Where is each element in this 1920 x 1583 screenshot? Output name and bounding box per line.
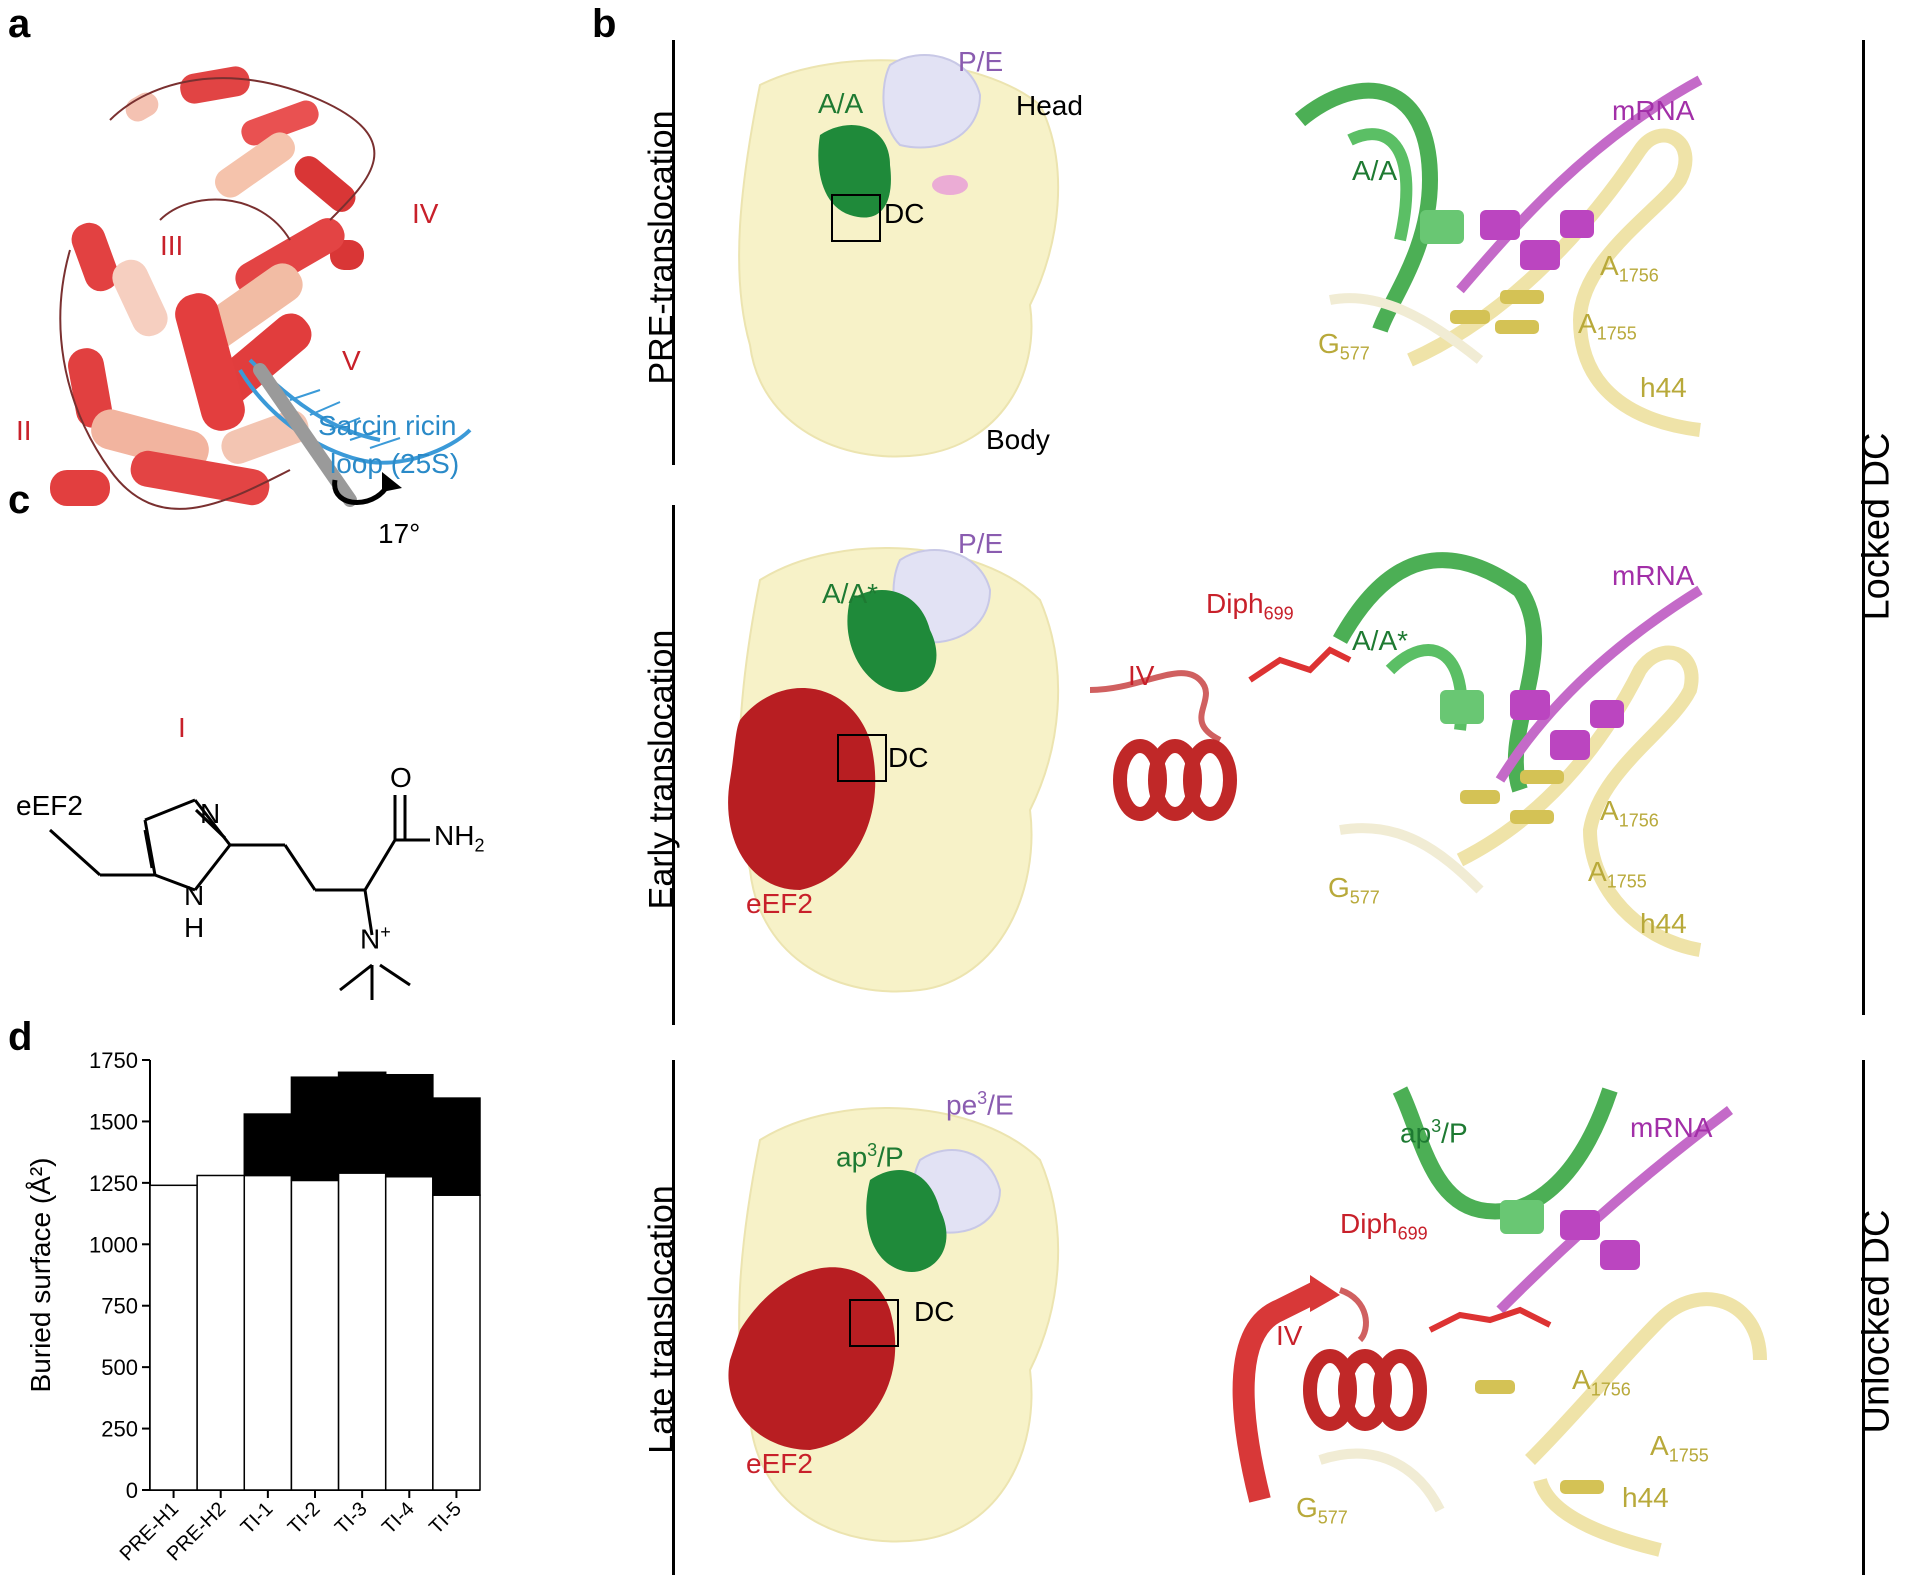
amide-nh2-label: NH2 (434, 820, 485, 856)
unlocked-dc-label: Unlocked DC (1855, 1209, 1898, 1434)
bar-segment-top (384, 1073, 434, 1178)
imidazole-nh-label: N (184, 880, 205, 911)
y-tick-label: 750 (101, 1294, 138, 1319)
imidazole-h-label: H (184, 912, 205, 943)
late-g577-label: G577 (1296, 1492, 1348, 1528)
ribosome-pre-surface (738, 54, 1060, 458)
locked-dc-label: Locked DC (1855, 432, 1898, 621)
row3-left-rule (672, 1060, 675, 1575)
bar-segment-base (384, 1175, 434, 1491)
panel-letter-c: c (8, 478, 31, 522)
pre-decoding-center-detail (1294, 75, 1703, 437)
late-h44-label: h44 (1622, 1482, 1669, 1513)
srl-label-line1: Sarcin ricin (318, 410, 457, 441)
pre-body-label: Body (986, 424, 1050, 455)
late-decoding-center-detail (1232, 1086, 1767, 1557)
carbonyl-o-label: O (390, 762, 412, 793)
late-eef2-label: eEF2 (746, 1448, 813, 1479)
early-p-site-label: P/E (958, 528, 1004, 559)
pre-a1756-label: A1756 (1600, 250, 1659, 286)
bar-segment-top (290, 1076, 340, 1182)
late-dc-label: DC (914, 1296, 955, 1327)
y-tick-label: 500 (101, 1355, 138, 1380)
early-detail-mrna-label: mRNA (1612, 560, 1695, 591)
domain-label-iii: III (160, 230, 184, 261)
imidazole-n-label: N (200, 798, 221, 829)
domain-label-v: V (342, 345, 361, 376)
pre-p-site-label: P/E (958, 46, 1004, 77)
domain-label-ii: II (16, 415, 32, 446)
early-decoding-center-detail (1089, 552, 1703, 957)
ribosome-early-surface (728, 547, 1060, 993)
late-p-site-label: pe3/E (946, 1088, 1014, 1121)
pre-dc-label: DC (884, 198, 925, 229)
pre-head-label: Head (1016, 90, 1083, 121)
row-title-pre: PRE-translocation (642, 110, 681, 385)
row2-left-rule (672, 505, 675, 1025)
bar-segment-base (337, 1172, 387, 1491)
x-tick-label: TI-3 (331, 1498, 372, 1539)
panel-letter-a: a (8, 2, 31, 46)
y-tick-label: 1500 (89, 1109, 138, 1134)
early-a1755-label: A1755 (1588, 856, 1647, 892)
early-a1756-label: A1756 (1600, 795, 1659, 831)
bar-segment-top (337, 1071, 387, 1174)
domain-label-i: I (178, 712, 186, 743)
row-title-early: Early translocation (642, 629, 681, 910)
late-a-site-label: ap3/P (836, 1140, 904, 1173)
late-diph-label: Diph699 (1340, 1208, 1428, 1244)
unlocked-right-rule (1862, 1060, 1865, 1575)
pre-detail-trna-label: A/A (1352, 155, 1398, 186)
y-tick-label: 250 (101, 1417, 138, 1442)
early-domain-iv-label: IV (1128, 660, 1155, 691)
y-axis-label: Buried surface (Å²) (25, 1158, 56, 1393)
rotation-angle-label: 17° (378, 518, 421, 549)
y-tick-label: 1750 (89, 1050, 138, 1073)
locked-right-rule (1862, 40, 1865, 1015)
early-g577-label: G577 (1328, 872, 1380, 908)
y-tick-label: 1000 (89, 1232, 138, 1257)
x-tick-label: TI-2 (284, 1498, 325, 1539)
bar-segment-base (149, 1184, 198, 1491)
panel-letter-b: b (592, 2, 617, 46)
row1-left-rule (672, 40, 675, 465)
early-detail-trna-label: A/A* (1352, 625, 1409, 656)
eef2-superposition-illustration (50, 66, 472, 510)
bar-segment-base (432, 1194, 481, 1491)
late-domain-iv-label: IV (1276, 1320, 1303, 1351)
late-a1755-label: A1755 (1650, 1430, 1709, 1466)
early-eef2-label: eEF2 (746, 888, 813, 919)
early-dc-label: DC (888, 742, 929, 773)
y-tick-label: 1250 (89, 1171, 138, 1196)
bar-segment-base (290, 1179, 340, 1491)
early-h44-label: h44 (1640, 908, 1687, 939)
late-a1756-label: A1756 (1572, 1364, 1631, 1400)
bar-segment-base (196, 1174, 246, 1491)
x-tick-label: TI-5 (425, 1498, 466, 1539)
srl-label-line2: loop (25S) (330, 448, 460, 479)
pre-g577-label: G577 (1318, 328, 1370, 364)
y-tick-label: 0 (126, 1478, 138, 1503)
ribosome-late-surface (728, 1107, 1060, 1543)
domain-label-iv: IV (412, 198, 439, 229)
pre-detail-mrna-label: mRNA (1612, 95, 1695, 126)
eef2-attachment-label: eEF2 (16, 790, 83, 821)
late-detail-trna-label: ap3/P (1400, 1116, 1468, 1149)
x-tick-label: TI-4 (378, 1498, 419, 1539)
pre-a1755-label: A1755 (1578, 308, 1637, 344)
bar-segment-base (243, 1174, 293, 1491)
x-tick-label: TI-1 (237, 1498, 278, 1539)
early-a-site-label: A/A* (822, 578, 879, 609)
panel-letter-d: d (8, 1015, 33, 1059)
early-diph-label: Diph699 (1206, 588, 1294, 624)
trimethylammonium-label: N+ (360, 922, 391, 955)
pre-h44-label: h44 (1640, 372, 1687, 403)
row-title-late: Late translocation (642, 1185, 681, 1454)
pre-a-site-label: A/A (818, 88, 864, 119)
late-detail-mrna-label: mRNA (1630, 1112, 1713, 1143)
diphthamide-structure (48, 795, 430, 1000)
bar-segment-top (243, 1113, 293, 1177)
bar-segment-top (432, 1097, 481, 1196)
